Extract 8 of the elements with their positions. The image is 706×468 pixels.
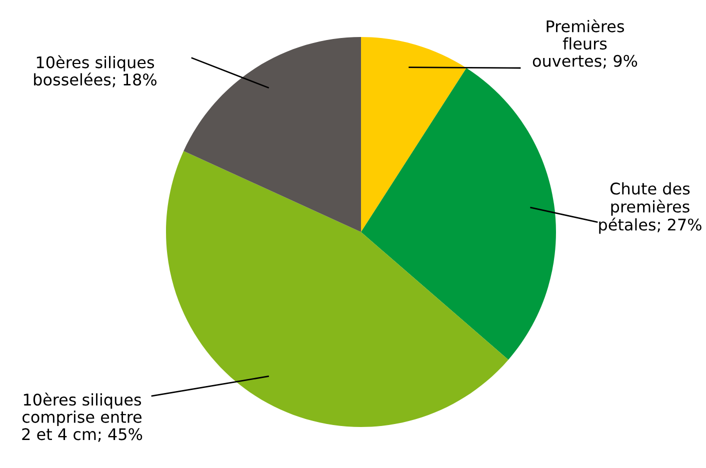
slice-label: 10ères siliques bosselées; 18%	[34, 55, 156, 88]
pie-slice	[361, 68, 556, 360]
slice-label: Chute des premières pétales; 27%	[599, 182, 702, 234]
slice-label: 10ères siliques comprise entre 2 et 4 cm; 45%	[22, 392, 142, 442]
pie-slice	[166, 150, 508, 427]
slice-label: Premières fleurs ouvertes; 9%	[532, 19, 638, 69]
pie-slice	[361, 37, 466, 232]
pie-slice	[184, 37, 361, 232]
